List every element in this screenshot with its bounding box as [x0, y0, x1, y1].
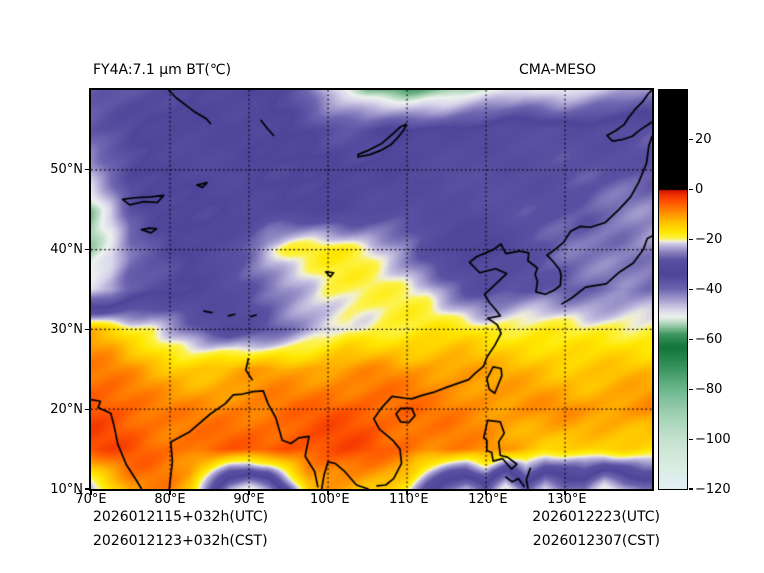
- y-tick-label: 40°N: [50, 242, 83, 258]
- x-tick-label: 80°E: [154, 492, 186, 507]
- x-tick-label: 70°E: [75, 492, 107, 507]
- bt-map-canvas: [89, 88, 654, 491]
- y-tick: [85, 488, 89, 490]
- y-tick-label: 30°N: [50, 321, 83, 337]
- valid-time-utc: 2026012223(UTC): [532, 509, 660, 525]
- colorbar-tick: [688, 438, 693, 440]
- x-tick-label: 110°E: [389, 492, 429, 507]
- x-tick-label: 120°E: [468, 492, 508, 507]
- y-tick: [85, 328, 89, 330]
- x-tick: [248, 491, 250, 495]
- model-title: CMA-MESO: [518, 62, 596, 78]
- colorbar-tick-label: −40: [695, 282, 723, 297]
- init-time-cst: 2026012123+032h(CST): [93, 533, 268, 549]
- x-tick: [169, 491, 171, 495]
- y-tick: [85, 169, 89, 171]
- map-title: FY4A:7.1 μm BT(℃): [93, 62, 232, 78]
- x-tick: [90, 491, 92, 495]
- y-tick-label: 50°N: [50, 162, 83, 178]
- colorbar-tick: [688, 288, 693, 291]
- colorbar-tick: [688, 139, 693, 141]
- colorbar-tick-label: −120: [695, 481, 731, 497]
- colorbar-tick: [688, 338, 693, 340]
- x-tick-label: 130°E: [547, 492, 587, 507]
- colorbar-tick-label: 0: [695, 182, 704, 198]
- x-tick-label: 90°E: [233, 492, 265, 507]
- colorbar-tick: [688, 239, 693, 241]
- colorbar-tick: [688, 189, 693, 191]
- valid-time-cst: 2026012307(CST): [532, 533, 660, 549]
- colorbar-tick-label: −80: [695, 381, 723, 397]
- x-tick-label: 100°E: [310, 492, 350, 507]
- y-tick-label: 20°N: [50, 401, 83, 417]
- colorbar-tick-label: −20: [695, 232, 723, 248]
- y-tick-label: 10°N: [50, 481, 83, 497]
- x-tick: [327, 491, 329, 495]
- x-tick: [406, 491, 408, 495]
- colorbar-tick-label: 20: [695, 132, 712, 148]
- colorbar: [658, 89, 688, 490]
- colorbar-tick-label: −60: [695, 331, 723, 347]
- colorbar-tick: [688, 488, 693, 490]
- colorbar-tick: [688, 388, 693, 390]
- y-tick: [85, 408, 89, 410]
- x-tick: [485, 491, 487, 495]
- init-time-utc: 2026012115+032h(UTC): [93, 509, 269, 525]
- x-tick: [564, 491, 566, 495]
- colorbar-tick-label: −100: [695, 431, 731, 447]
- y-tick: [85, 249, 89, 251]
